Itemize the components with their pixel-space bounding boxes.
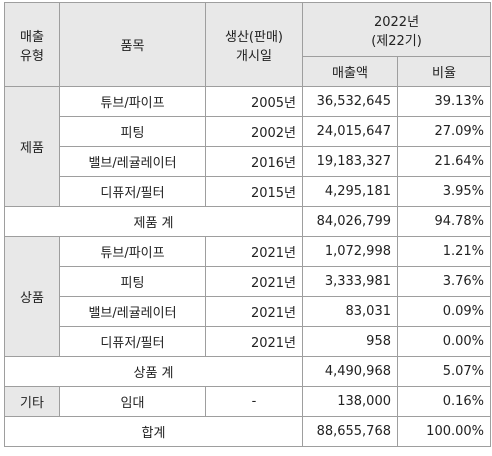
item-cell: 디퓨저/필터 xyxy=(59,176,206,207)
header-sales-amount: 매출액 xyxy=(302,56,398,87)
subtotal-row-goods: 상품 계 4,490,968 5.07% xyxy=(4,356,492,387)
ratio-cell: 0.09% xyxy=(396,296,492,327)
header-start-date: 생산(판매) 개시일 xyxy=(205,2,303,87)
item-cell: 밸브/레귤레이터 xyxy=(59,146,206,177)
sales-cell: 4,295,181 xyxy=(302,176,398,207)
total-row: 합계 88,655,768 100.00% xyxy=(4,416,492,447)
ratio-cell: 5.07% xyxy=(396,356,492,387)
start-year-cell: 2021년 xyxy=(205,236,303,267)
sales-table: 매출 유형 품목 생산(판매) 개시일 2022년 (제22기) 매출액 비율 제품 … xyxy=(4,2,492,447)
table-row: 기타 임대 - 138,000 0.16% xyxy=(4,386,492,417)
start-year-cell: 2021년 xyxy=(205,326,303,357)
subtotal-label: 상품 계 xyxy=(4,356,303,387)
ratio-cell: 39.13% xyxy=(396,86,492,117)
table-row: 밸브/레귤레이터 2016년 19,183,327 21.64% xyxy=(5,146,492,177)
sales-cell: 83,031 xyxy=(302,296,398,327)
ratio-cell: 3.95% xyxy=(396,176,492,207)
sales-cell: 138,000 xyxy=(302,386,398,417)
start-year-cell: 2002년 xyxy=(205,116,303,147)
sales-cell: 1,072,998 xyxy=(302,236,398,267)
sales-cell: 24,015,647 xyxy=(302,116,398,147)
group-label-other: 기타 xyxy=(4,386,60,417)
sales-cell: 958 xyxy=(302,326,398,357)
sales-cell: 36,532,645 xyxy=(302,86,398,117)
start-year-cell: 2021년 xyxy=(205,266,303,297)
sales-cell: 4,490,968 xyxy=(302,356,398,387)
total-ratio-cell: 100.00% xyxy=(396,416,492,447)
sales-cell: 19,183,327 xyxy=(302,146,398,177)
sales-cell: 84,026,799 xyxy=(302,206,398,237)
header-row-1: 매출 유형 품목 생산(판매) 개시일 2022년 (제22기) xyxy=(4,2,492,87)
total-label: 합계 xyxy=(4,416,303,447)
table-row: 제품 튜브/파이프 2005년 36,532,645 39.13% xyxy=(4,86,492,207)
subtotal-label: 제품 계 xyxy=(4,206,303,237)
header-row-2: 매출액 비율 xyxy=(5,56,492,87)
table-row: 피팅 2021년 3,333,981 3.76% xyxy=(5,266,492,297)
start-year-cell: 2015년 xyxy=(205,176,303,207)
ratio-cell: 1.21% xyxy=(396,236,492,267)
table-row: 디퓨저/필터 2015년 4,295,181 3.95% xyxy=(5,176,492,207)
ratio-cell: 27.09% xyxy=(396,116,492,147)
start-year-cell: - xyxy=(205,386,303,417)
ratio-cell: 3.76% xyxy=(396,266,492,297)
header-item: 품목 xyxy=(59,2,206,87)
group-label-product: 제품 xyxy=(4,86,60,207)
total-sales-cell: 88,655,768 xyxy=(302,416,398,447)
table-row: 밸브/레귤레이터 2021년 83,031 0.09% xyxy=(5,296,492,327)
table-row: 피팅 2002년 24,015,647 27.09% xyxy=(5,116,492,147)
item-cell: 피팅 xyxy=(59,116,206,147)
item-cell: 밸브/레귤레이터 xyxy=(59,296,206,327)
subtotal-row-product: 제품 계 84,026,799 94.78% xyxy=(4,206,492,237)
header-fiscal-year: 2022년 (제22기) xyxy=(301,2,492,57)
table-row: 디퓨저/필터 2021년 958 0.00% xyxy=(5,326,492,357)
header-ratio: 비율 xyxy=(396,56,492,87)
item-cell: 피팅 xyxy=(59,266,206,297)
start-year-cell: 2005년 xyxy=(205,86,303,117)
group-label-goods: 상품 xyxy=(4,236,60,357)
item-cell: 튜브/파이프 xyxy=(59,86,206,117)
ratio-cell: 94.78% xyxy=(396,206,492,237)
start-year-cell: 2016년 xyxy=(205,146,303,177)
sales-cell: 3,333,981 xyxy=(302,266,398,297)
ratio-cell: 21.64% xyxy=(396,146,492,177)
start-year-cell: 2021년 xyxy=(205,296,303,327)
header-sales-type: 매출 유형 xyxy=(4,2,60,87)
table-row: 상품 튜브/파이프 2021년 1,072,998 1.21% xyxy=(4,236,492,357)
item-cell: 디퓨저/필터 xyxy=(59,326,206,357)
item-cell: 튜브/파이프 xyxy=(59,236,206,267)
ratio-cell: 0.00% xyxy=(396,326,492,357)
item-cell: 임대 xyxy=(59,386,206,417)
ratio-cell: 0.16% xyxy=(396,386,492,417)
